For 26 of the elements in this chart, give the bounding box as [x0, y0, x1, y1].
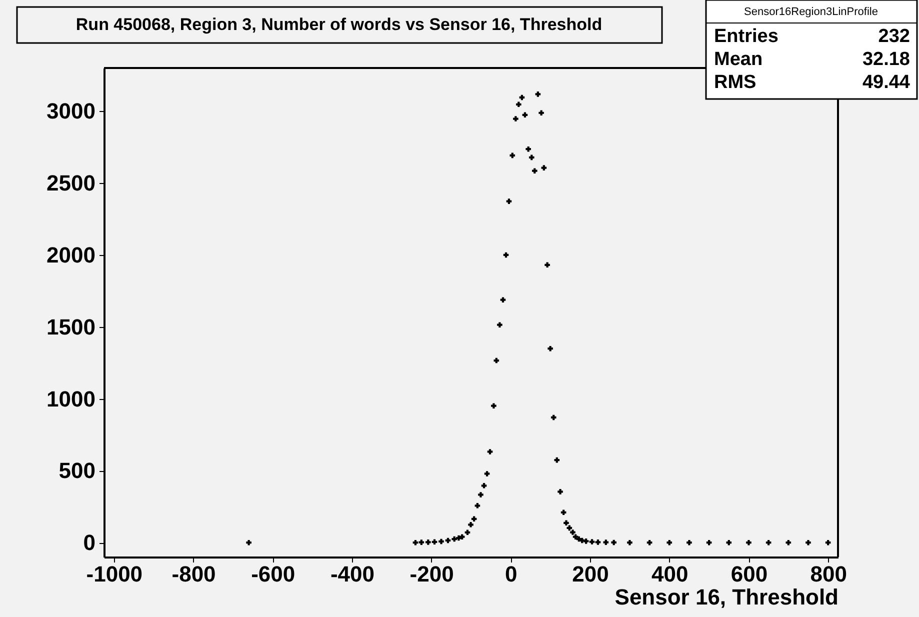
y-tick-label: 2500 [46, 170, 96, 196]
x-tick-label: 200 [572, 562, 609, 586]
text: Entries [714, 26, 778, 47]
x-tick-label: 600 [730, 562, 768, 586]
x-tick-label: 800 [810, 562, 847, 586]
x-axis-title: Sensor 16, Threshold [614, 584, 838, 610]
x-tick-label: -800 [172, 562, 216, 586]
text: Sensor16Region3LinProfile [744, 6, 878, 18]
annotation: Mean [714, 49, 763, 70]
x-tick-label: -200 [410, 562, 454, 586]
chart-title: Run 450068, Region 3, Number of words vs Sensor 16, Threshold [76, 15, 602, 34]
y-tick-label: 3000 [46, 98, 96, 124]
y-tick-label: 1000 [46, 386, 96, 412]
text: 49.44 [862, 72, 910, 93]
text: 232 [878, 26, 910, 47]
x-tick-label: -600 [251, 562, 296, 586]
x-tick-label: 0 [505, 562, 518, 586]
x-tick-label: -1000 [86, 562, 143, 586]
y-tick-label: 0 [83, 530, 96, 556]
x-tick-label: 400 [652, 562, 688, 586]
y-tick-label: 2000 [46, 242, 96, 268]
x-tick-label: -400 [330, 562, 374, 586]
y-tick-label: 1500 [46, 314, 96, 340]
annotation: RMS [714, 72, 756, 93]
text: 32.18 [862, 49, 910, 70]
y-tick-label: 500 [58, 458, 96, 484]
